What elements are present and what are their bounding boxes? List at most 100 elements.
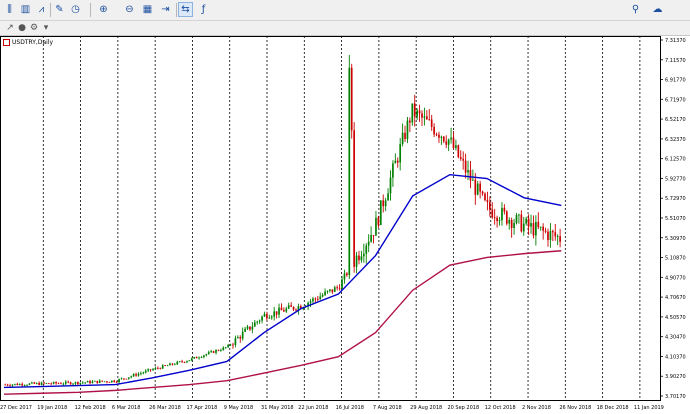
candle-body (515, 215, 518, 223)
candle-body (152, 369, 154, 371)
candle-body (159, 368, 162, 369)
date-tick-label: 26 Mar 2018 (149, 405, 181, 411)
candle-body (62, 383, 65, 385)
price-tick-label: 5.30970 (665, 236, 686, 242)
candle-body (341, 279, 343, 289)
symbol-title: USDTRY,Daily (12, 39, 54, 46)
candle-body (79, 382, 82, 385)
candlestick-icon[interactable]: ▥ (20, 4, 31, 15)
chat-icon[interactable]: ☁ (652, 4, 663, 15)
autoscroll-icon[interactable]: ⇥ (161, 4, 170, 15)
candle-body (118, 379, 120, 383)
search-icon[interactable]: ⚲ (631, 4, 640, 15)
candle-body (21, 384, 24, 386)
candle-body (94, 380, 96, 382)
candle-body (23, 385, 26, 386)
candle-body (438, 134, 440, 138)
candle-body (382, 200, 385, 207)
candle-body (253, 322, 256, 327)
toolbar-separator (90, 3, 91, 17)
candle-body (350, 67, 353, 131)
candle-body (413, 103, 416, 117)
candle-body (28, 383, 31, 385)
candle-body (392, 163, 394, 178)
candle-body (285, 308, 288, 312)
candle-body (166, 365, 169, 367)
candle-body (348, 67, 351, 276)
candle-body (11, 384, 14, 386)
candle-body (430, 119, 433, 127)
candle-body (205, 354, 208, 356)
price-tick-label: 7.11570 (665, 58, 686, 64)
candle-body (396, 160, 399, 163)
main-toolbar: ⫼ ▥ ⩘ ✎ ◷ ⊕ ⊖ ▦ ⇥ ⇆ ƒ ⚲ ☁ (0, 0, 690, 21)
candle-body (14, 383, 16, 385)
candle-body (491, 209, 494, 218)
price-tick-label: 4.10370 (665, 354, 686, 360)
candle-body (64, 381, 67, 384)
candle-body (542, 226, 544, 231)
price-tick-label: 4.30470 (665, 335, 686, 341)
zoom-out-icon[interactable]: ⊖ (125, 4, 134, 15)
candle-body (212, 351, 215, 353)
date-tick-label: 27 Dec 2017 (0, 405, 32, 411)
candle-body (108, 381, 111, 383)
date-tick-label: 19 Jan 2018 (37, 405, 67, 411)
candle-body (525, 218, 528, 224)
candle-body (428, 119, 431, 121)
candle-body (161, 365, 164, 369)
candle-body (503, 207, 506, 212)
chart-window[interactable]: USDTRY,Daily 7.31370 7.11570 6.91770 6.7197… (0, 36, 690, 414)
date-tick-label: 6 Mar 2018 (112, 405, 141, 411)
candle-body (120, 378, 123, 380)
date-tick-label: 18 Dec 2018 (597, 405, 629, 411)
candle-body (84, 382, 87, 384)
candle-body (433, 126, 435, 135)
candle-body (338, 287, 341, 289)
candle-body (435, 134, 438, 136)
candle-body (227, 344, 229, 348)
candle-body (469, 170, 472, 181)
candle-body (423, 116, 426, 118)
indicators-icon[interactable]: ƒ (201, 4, 206, 15)
candle-body (346, 273, 348, 276)
price-tick-label: 5.92770 (665, 176, 686, 182)
toolbar-separator (50, 3, 51, 17)
candle-body (331, 289, 334, 292)
line-chart-icon[interactable]: ⩘ (38, 4, 45, 15)
candle-body (559, 236, 561, 242)
periodicity-icon[interactable]: ◷ (71, 4, 80, 15)
date-tick-label: 11 Jan 2019 (634, 405, 664, 411)
candle-body (9, 385, 11, 387)
bar-chart-icon[interactable]: ⫼ (7, 4, 12, 15)
candle-body (537, 221, 540, 228)
candle-body (384, 200, 387, 207)
candle-body (547, 231, 549, 241)
tile-windows-icon[interactable]: ▦ (142, 4, 153, 15)
candle-body (130, 376, 133, 378)
price-chart[interactable]: 7.31370 7.11570 6.91770 6.71970 6.52170 6.323… (0, 36, 690, 414)
candle-body (188, 360, 191, 362)
candle-body (447, 139, 450, 145)
settings-icon[interactable]: ⚙ (29, 23, 39, 33)
object-icon[interactable]: ● (18, 23, 26, 33)
candle-body (4, 384, 7, 386)
candle-body (273, 311, 276, 317)
candle-body (445, 141, 448, 145)
crosshair-tool-icon[interactable]: ↗ (6, 23, 14, 33)
candle-body (481, 191, 484, 194)
price-tick-label: 6.71970 (665, 97, 686, 103)
candle-body (43, 382, 45, 384)
dropdown-icon[interactable]: ▾ (43, 23, 49, 33)
candle-body (195, 357, 198, 359)
candle-body (329, 289, 331, 291)
candle-body (26, 384, 28, 386)
candle-body (476, 183, 479, 195)
candle-body (425, 116, 428, 120)
candle-body (263, 313, 266, 317)
price-tick-label: 3.70170 (665, 394, 686, 400)
zoom-in-icon[interactable]: ⊕ (99, 4, 108, 15)
chart-shift-icon[interactable]: ⇆ (178, 2, 193, 17)
template-icon[interactable]: ✎ (55, 4, 64, 15)
candle-body (440, 136, 443, 138)
